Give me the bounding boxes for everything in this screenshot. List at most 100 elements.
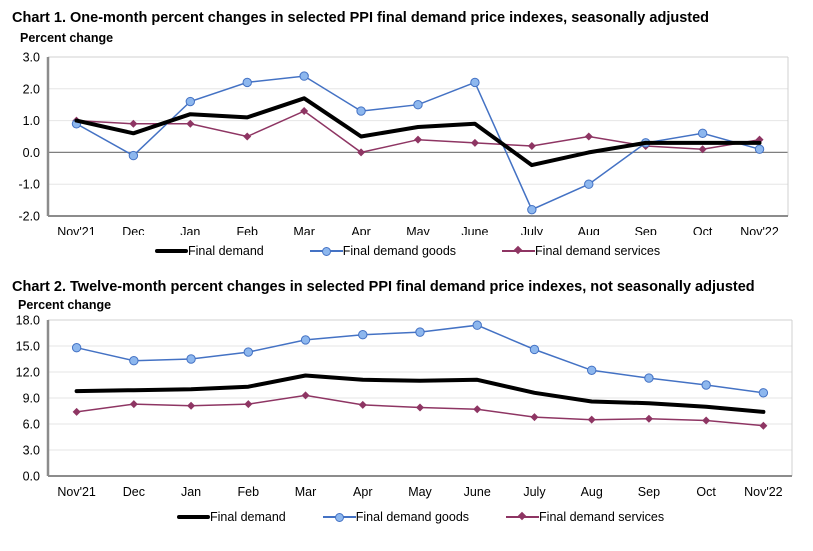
chart1-x-tick-label: Feb	[236, 225, 258, 235]
legend-label-final-demand: Final demand	[210, 510, 286, 524]
chart2-x-tick-label: Dec	[123, 485, 145, 499]
legend-item-goods: Final demand goods	[322, 510, 470, 524]
chart2-x-tick-label: May	[408, 485, 432, 499]
chart2-y-tick-label: 0.0	[23, 470, 40, 484]
chart2-x-tick-label: Feb	[238, 485, 260, 499]
chart2-point-services	[187, 401, 196, 410]
chart1-title: Chart 1. One-month percent changes in se…	[12, 10, 710, 26]
legend-label-goods: Final demand goods	[355, 510, 470, 524]
chart2-y-axis-label: Percent change	[18, 298, 112, 312]
chart2-point-services	[759, 421, 768, 430]
chart2-point-services	[244, 400, 253, 409]
chart1-point-services	[527, 142, 536, 151]
chart1-y-tick-label: -1.0	[18, 178, 40, 192]
chart1-y-tick-label: -2.0	[18, 210, 40, 224]
chart2-point-goods	[701, 380, 711, 390]
chart1-x-tick-label: Nov'22	[740, 225, 779, 235]
chart2-point-services	[129, 400, 138, 409]
chart1-point-goods	[527, 204, 537, 215]
chart2-y-tick-label: 12.0	[16, 366, 40, 380]
chart1-point-services	[470, 138, 479, 147]
chart2-y-tick-label: 18.0	[16, 314, 40, 328]
chart2-point-services	[587, 415, 596, 424]
chart1-x-tick-label: Apr	[351, 225, 370, 235]
chart2-point-goods	[472, 320, 482, 330]
chart1-point-goods	[299, 71, 309, 81]
chart1-x-tick-label: Sep	[635, 225, 657, 235]
chart2-point-goods	[415, 327, 425, 337]
legend-item-final-demand: Final demand	[155, 244, 264, 258]
chart2-point-services	[358, 400, 367, 409]
chart2-point-goods	[129, 356, 139, 366]
legend-item-services: Final demand services	[506, 510, 664, 524]
chart2-point-services	[644, 414, 653, 423]
chart1-point-goods	[242, 77, 252, 88]
chart1-point-goods	[754, 144, 765, 154]
chart2-x-tick-label: Apr	[353, 485, 372, 499]
chart2-x-tick-label: Oct	[696, 485, 716, 499]
chart2-x-tick-label: Nov'21	[57, 485, 96, 499]
legend-swatch-goods	[309, 246, 343, 256]
chart1-legend: Final demand Final demand goods Final de…	[155, 244, 660, 258]
chart2-x-tick-label: Sep	[638, 485, 660, 499]
chart1-point-goods	[413, 100, 423, 110]
chart2-point-goods	[300, 335, 311, 345]
chart2-point-goods	[644, 373, 654, 383]
chart1-x-tick-label: Mar	[293, 225, 315, 235]
chart1-y-axis-label: Percent change	[20, 31, 114, 45]
legend-item-services: Final demand services	[502, 244, 660, 258]
chart1-y-tick-label: 1.0	[23, 114, 40, 128]
legend-label-services: Final demand services	[539, 510, 665, 524]
chart2-x-tick-label: Aug	[581, 485, 603, 499]
chart2-point-services	[301, 391, 310, 400]
chart2-point-goods	[71, 343, 82, 353]
chart2-x-tick-label: Mar	[295, 485, 317, 499]
chart2-y-tick-label: 6.0	[23, 418, 40, 432]
chart1-x-tick-label: Aug	[578, 225, 600, 235]
chart1-point-services	[243, 132, 252, 141]
chart1-point-goods	[356, 106, 366, 116]
chart1-point-services	[698, 145, 707, 154]
chart2-point-goods	[186, 354, 196, 364]
chart2-x-tick-label: July	[523, 485, 546, 499]
chart1-point-goods	[697, 128, 708, 139]
chart2-y-tick-label: 15.0	[16, 340, 40, 354]
chart1-line-final-demand	[74, 96, 762, 168]
chart1-point-services	[357, 148, 366, 157]
chart2-line-final-demand	[74, 373, 766, 414]
chart1-point-services	[300, 107, 309, 116]
chart1-x-tick-label: July	[521, 225, 544, 235]
chart2-point-services	[702, 416, 711, 425]
chart2-x-tick-label: June	[464, 485, 491, 499]
chart2-point-goods	[586, 365, 597, 375]
chart1-y-tick-label: 2.0	[23, 82, 40, 96]
chart2-legend: Final demand Final demand goods Final de…	[177, 510, 664, 524]
chart1-x-tick-label: Nov'21	[57, 225, 96, 235]
chart1-point-goods	[128, 150, 139, 161]
chart2-point-services	[473, 405, 482, 414]
chart1-x-tick-label: Oct	[693, 225, 713, 235]
legend-swatch-services	[502, 245, 536, 256]
chart2-point-services	[530, 413, 539, 422]
chart1-point-goods	[470, 77, 480, 88]
legend-item-goods: Final demand goods	[309, 244, 456, 258]
chart2-point-services	[416, 403, 424, 412]
chart1-point-services	[186, 119, 195, 128]
chart2-point-services	[72, 407, 81, 416]
legend-label-final-demand: Final demand	[188, 244, 264, 258]
chart2-point-goods	[758, 388, 769, 398]
chart2-point-goods	[529, 344, 540, 355]
legend-swatch-final-demand	[155, 246, 188, 256]
chart1-y-tick-label: 3.0	[23, 51, 40, 65]
chart1-point-services	[584, 132, 593, 141]
legend-label-services: Final demand services	[535, 244, 661, 258]
chart2-x-tick-label: Jan	[181, 485, 201, 499]
chart1-point-goods	[584, 179, 594, 189]
chart2-plot: 18.0 15.0 12.0 9.0 6.0 3.0 0.0 Nov'21 Dec Jan Feb M…	[16, 314, 793, 499]
chart2-title: Chart 2. Twelve-month percent changes in…	[12, 279, 755, 295]
legend-swatch-services	[506, 511, 540, 522]
chart2-point-goods	[243, 347, 254, 357]
chart1-point-services	[414, 135, 422, 144]
chart1-y-tick-label: 0.0	[23, 146, 40, 160]
legend-swatch-final-demand	[177, 512, 210, 522]
